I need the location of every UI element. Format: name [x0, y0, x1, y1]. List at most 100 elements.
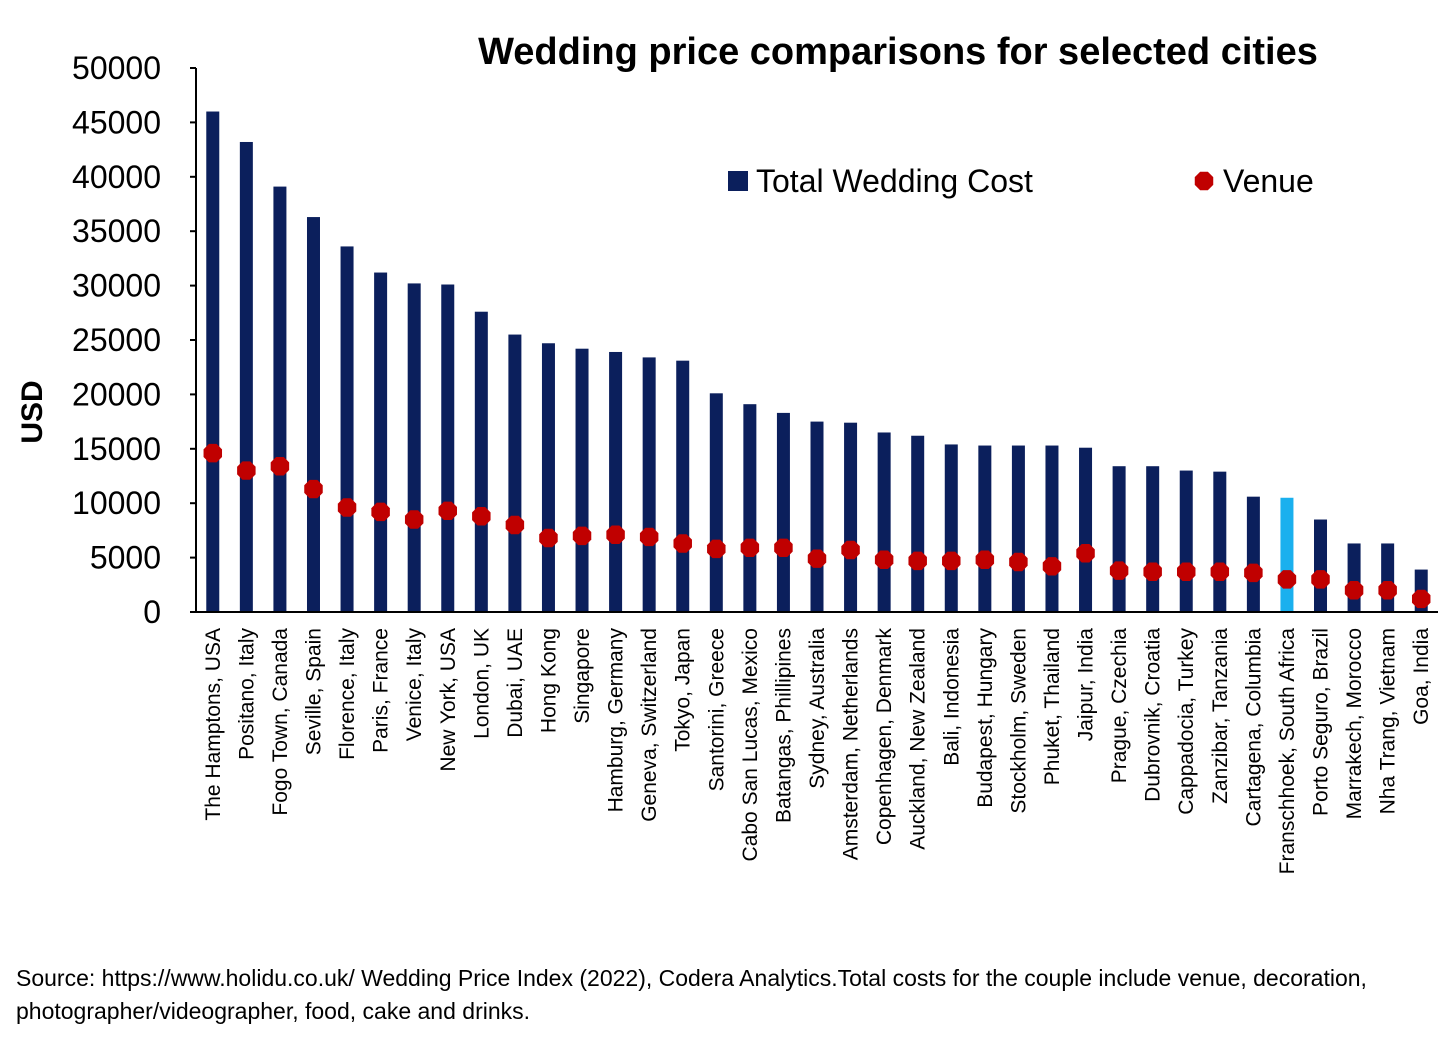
legend-swatch-venue	[1194, 171, 1214, 191]
x-tick-label: Porto Seguro, Brazil	[1310, 628, 1333, 816]
x-tick-label: Amsterdam, Netherlands	[840, 628, 863, 860]
venue-marker	[606, 525, 625, 544]
x-tick-label: Prague, Czechia	[1108, 628, 1131, 784]
total-cost-bar	[642, 357, 656, 612]
chart-title: Wedding price comparisons for selected c…	[478, 31, 1318, 73]
total-cost-bar	[575, 348, 589, 612]
x-tick-label: Venice, Italy	[403, 628, 426, 742]
y-tick-label: 20000	[72, 376, 161, 412]
x-tick-label: Jaipur, India	[1075, 628, 1098, 742]
venue-marker	[1411, 589, 1431, 609]
chart: Wedding price comparisons for selected c…	[16, 31, 1438, 875]
total-cost-bar	[877, 432, 891, 612]
total-cost-bar	[1179, 470, 1193, 612]
y-tick-label: 15000	[72, 431, 161, 467]
x-tick-label: Zanzibar, Tanzania	[1209, 628, 1232, 804]
venue-marker	[774, 538, 793, 558]
x-tick-label: New York, USA	[437, 628, 460, 772]
venue-marker	[740, 538, 760, 558]
x-tick-label: Budapest, Hungary	[974, 628, 997, 808]
x-tick-label: Phuket, Thailand	[1041, 628, 1064, 785]
x-tick-label: Santorini, Greece	[705, 628, 728, 791]
legend-swatch-total	[728, 171, 748, 191]
x-tick-label: Tokyo, Japan	[672, 628, 695, 752]
y-tick-label: 35000	[72, 213, 161, 249]
venue-marker	[639, 527, 659, 547]
y-axis-label: USD	[16, 380, 49, 443]
total-cost-bar	[1246, 496, 1260, 612]
x-tick-label: Goa, India	[1410, 628, 1433, 725]
total-cost-bar	[676, 360, 690, 612]
x-tick-label: Stockholm, Sweden	[1007, 628, 1030, 814]
venue-marker	[673, 534, 692, 553]
total-cost-bar	[709, 393, 723, 612]
y-tick-label: 40000	[72, 159, 161, 195]
y-tick-label: 30000	[72, 268, 161, 304]
y-tick-label: 25000	[72, 322, 161, 358]
total-cost-bar	[978, 445, 992, 612]
venue-marker	[942, 551, 961, 571]
total-cost-bar	[374, 272, 388, 612]
venue-marker	[304, 479, 323, 499]
bar-series	[206, 111, 1428, 613]
total-cost-bar	[239, 141, 253, 613]
y-tick-label: 10000	[72, 485, 161, 521]
y-tick-label: 0	[143, 594, 161, 630]
venue-marker	[707, 539, 726, 559]
venue-marker	[1177, 562, 1196, 581]
venue-marker	[1344, 581, 1364, 600]
total-cost-bar	[1381, 543, 1395, 612]
x-tick-label: Seville, Spain	[302, 628, 325, 755]
venue-marker	[1378, 581, 1397, 600]
y-tick-label: 50000	[72, 50, 161, 86]
x-tick-label: Bali, Indonesia	[940, 628, 963, 766]
total-cost-bar	[206, 111, 220, 613]
venue-marker-series	[203, 443, 1431, 609]
x-tick-label: Batangas, Phillipines	[772, 628, 795, 823]
total-cost-bar	[609, 351, 623, 612]
x-tick-label: Copenhagen, Denmark	[873, 628, 896, 846]
venue-marker	[1109, 561, 1129, 580]
legend-label-venue: Venue	[1223, 163, 1314, 199]
total-cost-bar	[1011, 445, 1025, 612]
venue-marker	[874, 550, 894, 570]
total-cost-bar	[1213, 471, 1227, 612]
total-cost-bar	[340, 246, 354, 612]
x-tick-label: Dubrovnik, Croatia	[1142, 628, 1165, 802]
total-cost-bar	[776, 412, 790, 612]
x-tick-label: Singapore	[571, 628, 594, 724]
total-cost-bar	[407, 283, 421, 612]
venue-marker	[908, 551, 927, 571]
venue-marker	[371, 502, 390, 522]
total-cost-bar	[273, 186, 287, 612]
venue-marker	[404, 510, 424, 529]
total-cost-bar	[1079, 447, 1093, 612]
total-cost-bar	[1045, 445, 1059, 612]
venue-marker	[472, 507, 491, 526]
x-tick-label: London, UK	[470, 628, 493, 739]
venue-marker	[1277, 570, 1297, 589]
venue-marker	[438, 501, 457, 521]
total-cost-bar	[1280, 497, 1294, 612]
venue-marker	[1143, 562, 1162, 581]
x-tick-label: Cartagena, Columbia	[1242, 628, 1265, 827]
total-cost-bar	[441, 284, 455, 612]
x-tick-label: Cappadocia, Turkey	[1175, 628, 1198, 815]
y-tick-label: 45000	[72, 104, 161, 140]
source-note: Source: https://www.holidu.co.uk/ Weddin…	[16, 965, 1367, 1024]
venue-marker	[1009, 552, 1028, 572]
x-axis-tick-labels: The Hamptons, USA Positano, Italy Fogo Tow…	[202, 628, 1433, 875]
venue-marker	[237, 461, 256, 480]
x-tick-label: Sydney, Australia	[806, 628, 829, 789]
venue-marker	[975, 550, 995, 570]
venue-marker	[539, 528, 558, 548]
total-cost-bar	[1314, 519, 1328, 612]
x-tick-label: Hamburg, Germany	[605, 628, 628, 813]
x-tick-label: Auckland, New Zealand	[907, 628, 930, 850]
venue-marker	[203, 443, 223, 463]
x-tick-label: Dubai, UAE	[504, 628, 527, 738]
x-tick-label: Cabo San Lucas, Mexico	[739, 628, 762, 861]
venue-marker	[1311, 570, 1330, 589]
venue-marker	[1042, 557, 1062, 576]
x-tick-label: Marrakech, Morocco	[1343, 628, 1366, 819]
